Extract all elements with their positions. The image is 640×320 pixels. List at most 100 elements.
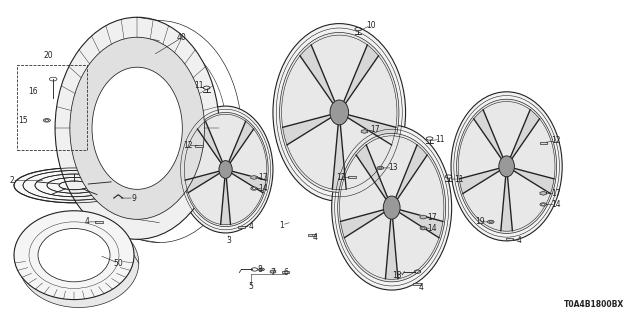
Circle shape xyxy=(44,119,51,122)
Text: 14: 14 xyxy=(428,224,437,233)
Text: 17: 17 xyxy=(551,189,561,198)
Text: 14: 14 xyxy=(551,200,561,209)
Polygon shape xyxy=(221,178,230,225)
Text: 17: 17 xyxy=(371,125,380,134)
Text: 14: 14 xyxy=(259,184,268,193)
Text: 9: 9 xyxy=(132,194,136,203)
Bar xyxy=(237,226,245,228)
Text: 13: 13 xyxy=(388,164,397,172)
Ellipse shape xyxy=(14,211,134,300)
Polygon shape xyxy=(396,145,427,199)
Ellipse shape xyxy=(330,100,349,125)
Polygon shape xyxy=(283,115,331,145)
Text: 18: 18 xyxy=(392,271,401,280)
Polygon shape xyxy=(340,210,384,238)
Polygon shape xyxy=(540,191,547,195)
Text: 11: 11 xyxy=(454,174,464,184)
Circle shape xyxy=(379,167,382,169)
Ellipse shape xyxy=(43,236,115,290)
Text: 12: 12 xyxy=(337,173,346,182)
Text: 15: 15 xyxy=(18,116,28,125)
Bar xyxy=(195,145,203,147)
Text: 3: 3 xyxy=(227,236,231,245)
Text: 12: 12 xyxy=(183,141,193,150)
Circle shape xyxy=(45,119,49,121)
Text: 10: 10 xyxy=(366,21,376,30)
Polygon shape xyxy=(399,210,443,238)
Text: 2: 2 xyxy=(10,176,15,185)
Circle shape xyxy=(422,228,425,229)
Ellipse shape xyxy=(178,106,273,233)
Ellipse shape xyxy=(280,32,399,192)
Text: 4: 4 xyxy=(248,222,253,231)
Polygon shape xyxy=(511,110,540,159)
Ellipse shape xyxy=(499,156,515,177)
Text: 17: 17 xyxy=(259,173,268,182)
Ellipse shape xyxy=(383,196,400,219)
Text: 4: 4 xyxy=(419,283,424,292)
Ellipse shape xyxy=(273,24,406,201)
Bar xyxy=(17,65,86,150)
Ellipse shape xyxy=(70,37,205,219)
Ellipse shape xyxy=(38,228,110,282)
Text: T0A4B1800BX: T0A4B1800BX xyxy=(563,300,624,309)
Ellipse shape xyxy=(183,112,268,227)
Bar xyxy=(95,221,103,223)
Ellipse shape xyxy=(219,161,232,178)
Text: 7: 7 xyxy=(271,268,275,277)
Text: 20: 20 xyxy=(44,51,54,60)
Polygon shape xyxy=(270,270,276,273)
Ellipse shape xyxy=(55,17,220,239)
Text: 6: 6 xyxy=(283,268,288,277)
Polygon shape xyxy=(344,45,378,103)
Bar xyxy=(540,141,547,144)
Text: 17: 17 xyxy=(428,212,437,222)
Text: 4: 4 xyxy=(517,236,522,245)
Polygon shape xyxy=(251,176,257,179)
Polygon shape xyxy=(232,171,266,193)
Polygon shape xyxy=(348,115,396,145)
Text: 12: 12 xyxy=(551,136,561,146)
Bar xyxy=(282,271,289,273)
Polygon shape xyxy=(229,121,253,163)
Text: 5: 5 xyxy=(248,282,253,292)
Polygon shape xyxy=(385,219,398,279)
Text: 1: 1 xyxy=(280,220,284,229)
Polygon shape xyxy=(185,171,220,193)
Ellipse shape xyxy=(14,168,134,203)
Circle shape xyxy=(252,188,255,189)
Text: 4: 4 xyxy=(84,217,89,226)
Polygon shape xyxy=(474,110,503,159)
Polygon shape xyxy=(356,145,388,199)
Polygon shape xyxy=(459,168,500,194)
Polygon shape xyxy=(198,121,222,163)
Bar xyxy=(413,283,420,285)
Ellipse shape xyxy=(332,125,452,290)
Circle shape xyxy=(377,166,383,170)
Circle shape xyxy=(540,203,547,206)
Ellipse shape xyxy=(451,92,562,241)
Circle shape xyxy=(420,227,426,230)
Text: 16: 16 xyxy=(28,87,38,96)
Text: 8: 8 xyxy=(258,265,262,274)
Text: 11: 11 xyxy=(195,81,204,90)
Bar xyxy=(348,176,356,179)
Text: 50: 50 xyxy=(113,259,123,268)
Text: 19: 19 xyxy=(476,217,485,226)
Text: 11: 11 xyxy=(436,135,445,144)
Ellipse shape xyxy=(92,67,182,189)
Circle shape xyxy=(259,268,264,271)
Circle shape xyxy=(260,269,263,270)
Ellipse shape xyxy=(456,99,557,233)
Circle shape xyxy=(251,187,257,190)
Text: 40: 40 xyxy=(177,33,186,42)
Ellipse shape xyxy=(19,219,139,308)
Polygon shape xyxy=(420,215,426,219)
Circle shape xyxy=(541,204,545,205)
Bar xyxy=(308,234,316,236)
Circle shape xyxy=(489,221,492,223)
Bar xyxy=(506,238,513,240)
Text: 4: 4 xyxy=(312,233,317,242)
Polygon shape xyxy=(362,130,368,133)
Polygon shape xyxy=(514,168,554,194)
